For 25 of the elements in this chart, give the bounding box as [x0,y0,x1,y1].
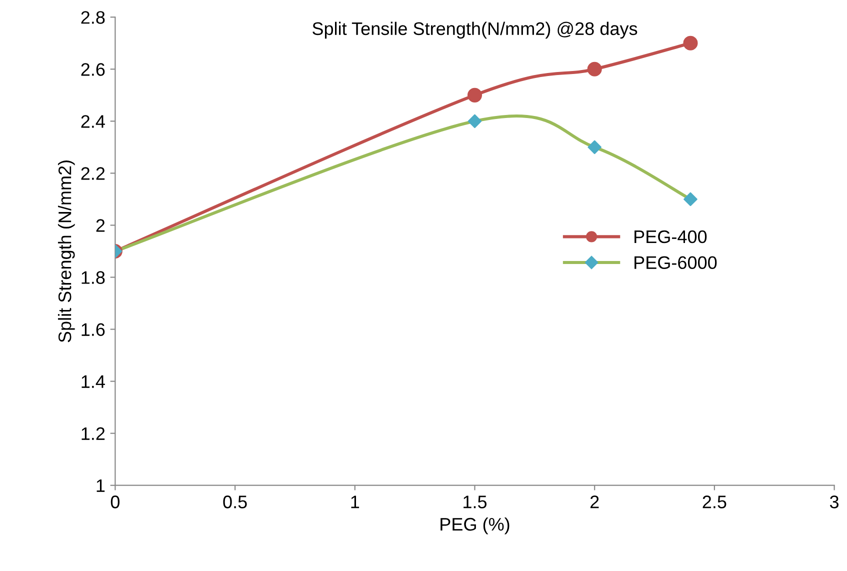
y-axis-title: Split Strength (N/mm2) [58,160,75,342]
y-tick-label: 2.2 [81,167,105,180]
x-tick-label: 0.5 [223,496,247,508]
y-tick-label: 1.6 [82,323,105,336]
x-tick-label: 1.5 [464,496,487,508]
y-tick-label: 1.4 [82,375,105,388]
y-tick-label: 2 [96,219,105,232]
y-tick-label: 2.8 [81,11,105,24]
x-tick-label: 0 [110,496,120,508]
point [468,114,482,128]
x-tick-label: 2.5 [702,496,726,508]
y-tick-label: 1 [96,479,105,492]
x-tick-label: 2 [590,496,599,508]
x-tick-label: 1 [351,496,360,508]
legend-label: PEG-400 [634,230,707,244]
point [588,140,602,154]
legend-label: PEG-6000 [634,256,717,270]
y-tick-label: 1.8 [82,271,105,284]
chart-title: Split Tensile Strength(N/mm2) @28 days [312,22,638,39]
x-axis-title: PEG (%) [440,517,510,534]
y-tick-label: 2.6 [81,63,105,76]
x-tick-label: 3 [830,496,839,508]
y-tick-label: 2.4 [81,115,105,128]
y-tick-label: 1.2 [82,427,105,440]
point [684,192,698,206]
